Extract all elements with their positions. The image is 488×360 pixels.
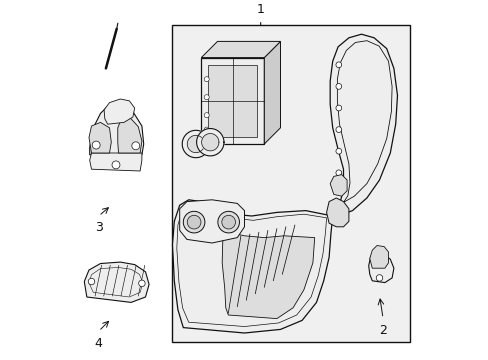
Polygon shape — [201, 58, 264, 144]
Circle shape — [204, 95, 209, 100]
Polygon shape — [201, 41, 280, 58]
Polygon shape — [182, 130, 209, 158]
Circle shape — [335, 148, 341, 154]
Circle shape — [132, 142, 140, 150]
Polygon shape — [329, 175, 346, 196]
Circle shape — [218, 211, 239, 233]
Text: 4: 4 — [95, 337, 102, 350]
Polygon shape — [201, 134, 219, 151]
Text: 1: 1 — [256, 3, 264, 16]
Polygon shape — [84, 262, 149, 302]
Polygon shape — [222, 232, 314, 319]
Text: 2: 2 — [378, 324, 386, 337]
Polygon shape — [118, 117, 142, 153]
Polygon shape — [368, 253, 393, 283]
Circle shape — [204, 113, 209, 118]
Text: 3: 3 — [95, 221, 102, 234]
Circle shape — [187, 215, 201, 229]
Circle shape — [335, 105, 341, 111]
Bar — [172, 25, 409, 342]
Circle shape — [335, 170, 341, 176]
Polygon shape — [329, 34, 397, 216]
Circle shape — [375, 275, 382, 281]
Circle shape — [139, 280, 145, 287]
Polygon shape — [196, 129, 224, 156]
Polygon shape — [89, 122, 111, 153]
Polygon shape — [208, 65, 257, 137]
Polygon shape — [326, 198, 348, 227]
Polygon shape — [369, 246, 387, 268]
Circle shape — [335, 127, 341, 132]
Circle shape — [183, 211, 204, 233]
Polygon shape — [179, 200, 244, 243]
Polygon shape — [89, 153, 142, 171]
Circle shape — [335, 84, 341, 89]
Polygon shape — [104, 99, 134, 124]
Polygon shape — [187, 135, 204, 153]
Circle shape — [204, 77, 209, 82]
Polygon shape — [264, 41, 280, 144]
Circle shape — [112, 161, 120, 169]
Circle shape — [222, 215, 235, 229]
Circle shape — [204, 127, 209, 132]
Polygon shape — [89, 103, 143, 155]
Circle shape — [88, 278, 95, 285]
Polygon shape — [172, 200, 332, 333]
Circle shape — [92, 141, 100, 149]
Circle shape — [335, 62, 341, 68]
